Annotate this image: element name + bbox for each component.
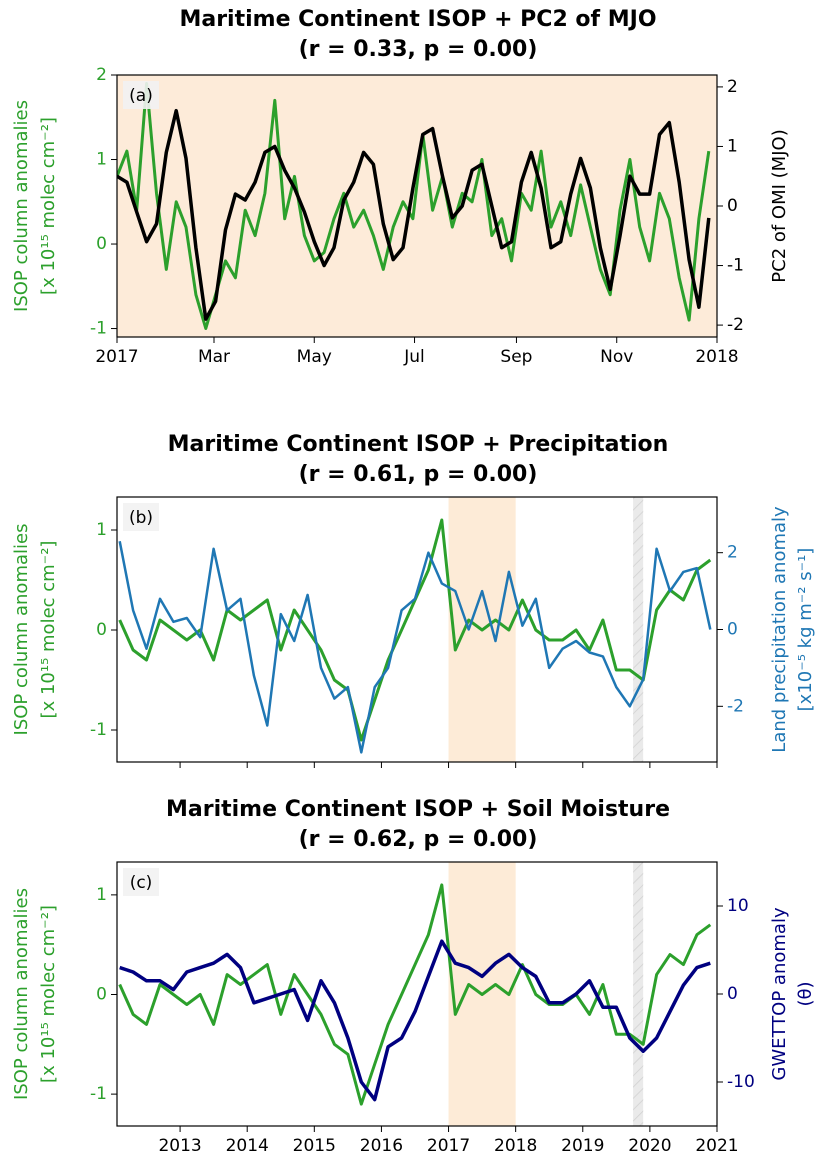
chart-title: Maritime Continent ISOP + Soil Moisture [166,797,670,822]
plot-background [117,75,717,337]
y2-tick-label: -1 [727,256,744,276]
y-tick-label: -1 [90,720,107,740]
span-hatch [633,497,644,762]
panel-label-box [123,868,159,896]
y-axis-label: [x 10¹⁵ molec cm⁻²] [38,117,59,295]
y2-axis-label: PC2 of OMI (MJO) [769,129,790,282]
x-tick-label: 2016 [360,1136,403,1156]
data-line [118,540,712,754]
y-tick-label: 1 [96,885,107,905]
x-tick-label: Sep [500,347,532,367]
y2-tick-label: -10 [727,1072,755,1092]
y-axis-label: ISOP column anomalies [11,100,32,312]
x-tick-label: Jul [403,347,425,367]
plot-frame [116,496,718,763]
y-axis-label: ISOP column anomalies [11,888,32,1100]
data-line [118,518,712,742]
y2-tick-label: -2 [727,696,744,716]
x-tick-label: 2015 [293,1136,336,1156]
chart-subtitle: (r = 0.62, p = 0.00) [299,827,538,852]
y-tick-label: 0 [96,620,107,640]
y2-axis-label: [x10⁻⁵ kg m⁻² s⁻¹] [795,548,816,712]
y2-tick-label: 0 [727,620,738,640]
y-axis-label: [x 10¹⁵ molec cm⁻²] [38,541,59,719]
x-tick-label: 2021 [695,1136,738,1156]
x-tick-label: 2019 [561,1136,604,1156]
chart-subtitle: (r = 0.33, p = 0.00) [299,37,538,62]
y-tick-label: 2 [96,65,107,85]
y2-tick-label: 10 [727,896,749,916]
x-tick-label: 2013 [158,1136,201,1156]
y-tick-label: -1 [90,319,107,339]
y-axis-label: [x 10¹⁵ molec cm⁻²] [38,905,59,1083]
y2-tick-label: 2 [727,543,738,563]
y-tick-label: -1 [90,1084,107,1104]
x-tick-label: Nov [600,347,633,367]
chart-title: Maritime Continent ISOP + PC2 of MJO [179,7,656,32]
y-tick-label: 0 [96,984,107,1004]
data-line [117,108,711,321]
panel-label: (c) [130,873,153,893]
panel-label: (a) [129,86,153,106]
y2-tick-label: 2 [727,77,738,97]
y-tick-label: 1 [96,520,107,540]
x-tick-label: 2018 [494,1136,537,1156]
x-tick-label: 2014 [226,1136,269,1156]
x-tick-label: 2017 [95,347,138,367]
y2-tick-label: -2 [727,315,744,335]
panel-label-box [123,503,159,531]
y2-tick-label: 0 [727,196,738,216]
y2-axis-label: (θ) [795,981,816,1006]
span-hatch [633,862,644,1126]
y2-axis-label: GWETTOP anomaly [769,907,790,1081]
x-tick-label: May [297,347,332,367]
y2-axis-label: Land precipitation anomaly [769,506,790,753]
data-line [119,939,711,1102]
chart-title: Maritime Continent ISOP + Precipitation [168,432,669,457]
x-tick-label: 2020 [628,1136,671,1156]
panel-label: (b) [129,508,153,528]
chart-subtitle: (r = 0.61, p = 0.00) [299,462,538,487]
data-line [118,883,712,1106]
y2-tick-label: 0 [727,984,738,1004]
x-tick-label: 2018 [695,347,738,367]
x-tick-label: 2017 [427,1136,470,1156]
y2-tick-label: 1 [727,136,738,156]
y-axis-label: ISOP column anomalies [11,524,32,736]
y-tick-label: 1 [96,150,107,170]
y-tick-label: 0 [96,234,107,254]
plot-frame [116,861,718,1127]
x-tick-label: Mar [198,347,230,367]
panel-label-box [123,81,159,109]
